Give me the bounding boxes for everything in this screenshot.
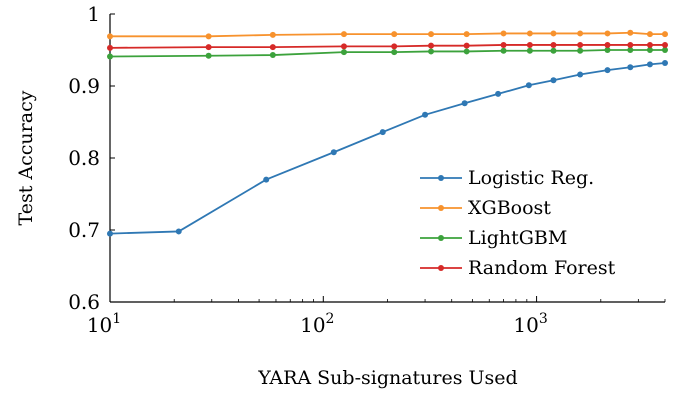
data-point [646, 61, 653, 68]
data-point [662, 41, 668, 48]
data-point [495, 90, 502, 97]
data-point [205, 44, 212, 51]
data-point [627, 41, 634, 48]
legend-swatch-marker [438, 235, 444, 241]
data-point [391, 49, 398, 56]
data-point [500, 30, 507, 37]
data-point [461, 100, 468, 107]
data-point [391, 43, 398, 50]
series-logistic-reg [107, 59, 668, 237]
data-point [463, 42, 470, 49]
data-point [422, 111, 429, 118]
data-point [604, 47, 611, 53]
series-random-forest [107, 41, 668, 51]
x-tick-base: 10 [300, 313, 325, 337]
legend-label: Random Forest [468, 257, 616, 279]
y-axis-label: Test Accuracy [15, 90, 37, 225]
series-layer [107, 29, 668, 237]
legend-label: LightGBM [468, 227, 567, 249]
data-point [500, 47, 507, 54]
x-tick-label: 101 [87, 311, 121, 337]
data-point [526, 47, 533, 54]
data-point [577, 30, 584, 37]
data-point [107, 230, 113, 237]
data-point [627, 64, 634, 71]
series-lightgbm [107, 47, 668, 60]
x-tick-exponent: 2 [326, 311, 335, 327]
legend-swatch-marker [438, 265, 444, 271]
data-point [646, 41, 653, 48]
data-point [550, 30, 557, 37]
legend-item: LightGBM [420, 227, 567, 249]
data-point [340, 43, 347, 50]
data-point [526, 30, 533, 37]
x-axis-label: YARA Sub-signatures Used [257, 367, 517, 389]
y-tick-label: 0.6 [68, 290, 100, 314]
data-point [550, 47, 557, 54]
data-point [463, 48, 470, 55]
legend-box [408, 160, 638, 292]
data-point [391, 31, 398, 38]
data-point [107, 33, 113, 40]
data-point [526, 41, 533, 48]
data-point [269, 31, 276, 38]
x-tick-label: 103 [513, 311, 547, 337]
data-point [205, 52, 212, 59]
data-point [330, 149, 337, 156]
data-point [269, 44, 276, 51]
data-point [269, 52, 276, 59]
x-tick-exponent: 3 [539, 311, 548, 327]
x-tick-label: 102 [300, 311, 334, 337]
data-point [604, 67, 611, 74]
data-point [646, 47, 653, 53]
data-point [627, 29, 634, 36]
legend: Logistic Reg. XGBoost LightGBM Random Fores… [408, 160, 638, 292]
x-tick-exponent: 1 [112, 311, 121, 327]
y-tick-label: 0.8 [68, 146, 100, 170]
y-tick-label: 1 [87, 2, 100, 26]
legend-item: Random Forest [420, 257, 616, 279]
data-point [577, 71, 584, 78]
data-point [577, 41, 584, 48]
series-xgboost [107, 29, 668, 40]
data-point [662, 31, 668, 38]
data-point [550, 41, 557, 48]
data-point [428, 31, 435, 38]
data-point [646, 31, 653, 38]
data-point [463, 31, 470, 38]
data-point [263, 176, 270, 183]
data-point [107, 53, 113, 60]
data-point [500, 41, 507, 48]
data-point [205, 33, 212, 40]
legend-item: Logistic Reg. [420, 167, 594, 189]
data-point [525, 82, 532, 89]
data-point [428, 42, 435, 49]
legend-label: Logistic Reg. [468, 167, 594, 189]
data-point [627, 47, 634, 53]
x-tick-base: 10 [513, 313, 538, 337]
legend-item: XGBoost [420, 197, 551, 219]
legend-swatch-marker [438, 205, 444, 211]
data-point [428, 48, 435, 55]
data-point [662, 47, 668, 53]
legend-label: XGBoost [468, 197, 551, 219]
legend-swatch-marker [438, 175, 444, 181]
data-point [550, 77, 557, 84]
data-point [604, 41, 611, 48]
data-point [175, 228, 182, 235]
data-point [604, 30, 611, 37]
data-point [577, 47, 584, 54]
data-point [107, 44, 113, 51]
data-point [379, 129, 386, 136]
data-point [662, 59, 668, 66]
y-tick-label: 0.7 [68, 218, 100, 242]
x-tick-base: 10 [87, 313, 112, 337]
data-point [340, 49, 347, 56]
y-tick-label: 0.9 [68, 74, 100, 98]
data-point [340, 31, 347, 38]
